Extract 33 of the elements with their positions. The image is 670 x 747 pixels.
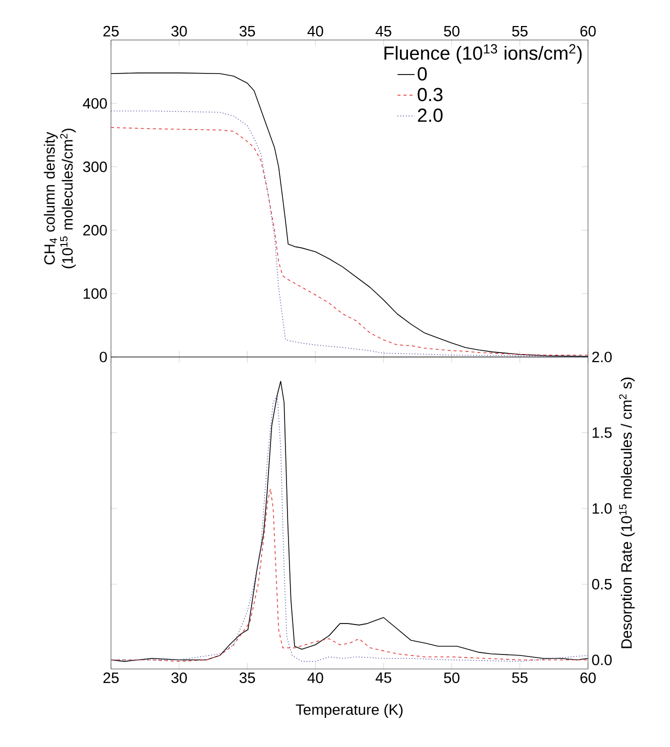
x-tick-label: 25	[103, 672, 119, 684]
x-tick-label: 35	[240, 26, 255, 36]
legend-title: Fluence (10$^{13}$ ions/cm$^{2}$)	[384, 44, 582, 64]
legend-label: 2.0	[418, 108, 443, 122]
y-tick-label: 200	[83, 224, 107, 236]
y-tick-label: 0	[100, 352, 107, 362]
x-axis-title: Temperature (K)	[296, 704, 403, 718]
y2-tick-label: 1.0	[592, 503, 612, 514]
x-tick-label: 50	[444, 672, 460, 684]
x-tick-label: 45	[376, 26, 392, 36]
x-tick-label: 50	[444, 26, 460, 36]
y2-tick-label: 1.5	[592, 428, 612, 438]
y-tick-label: 100	[84, 288, 107, 299]
x-tick-label: 40	[307, 672, 324, 684]
y2-tick-label: 0.0	[592, 654, 612, 666]
x-tick-label: 30	[171, 26, 187, 36]
x-tick-label: 45	[376, 672, 392, 683]
x-tick-label: 60	[580, 672, 596, 684]
y-tick-label: 400	[82, 98, 107, 109]
x-tick-label: 25	[103, 26, 119, 36]
x-tick-label: 60	[580, 26, 596, 36]
x-tick-label: 55	[512, 26, 528, 36]
y2-tick-label: 0.5	[592, 578, 612, 590]
x-tick-label: 30	[171, 672, 187, 684]
y2-tick-label: 2.0	[592, 352, 612, 362]
x-tick-label: 55	[512, 672, 528, 683]
x-tick-label: 35	[240, 672, 255, 684]
legend-label: 0.3	[418, 88, 442, 102]
x-tick-label: 40	[307, 26, 324, 36]
y-axis-title: CH$_{4}$ column density (10$^{15}$ molecules/cm$^{2}$)	[44, 128, 76, 268]
y2-axis-title: Desorption Rate (10$^{15}$ molecules / cm$^{2}$ s)	[619, 378, 635, 648]
y-tick-label: 300	[83, 162, 107, 172]
legend-label: 0	[418, 67, 427, 81]
